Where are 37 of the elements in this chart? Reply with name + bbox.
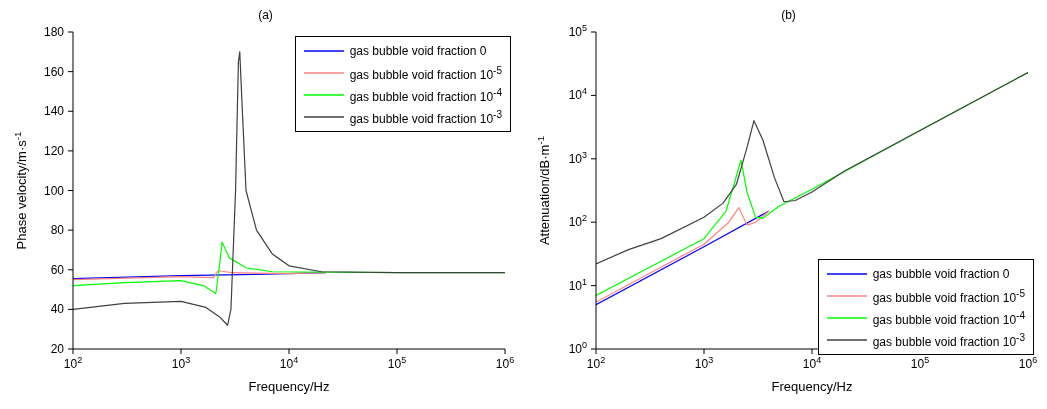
legend-label: gas bubble void fraction 10$^{-3}$ — [872, 331, 1025, 349]
x-tick-label: 10$^{4}$ — [279, 355, 299, 371]
y-tick-label: 10$^{2}$ — [568, 213, 587, 230]
y-tick-label: 10$^{3}$ — [568, 149, 587, 166]
y-tick-label: 60 — [50, 262, 65, 277]
y-tick-label: 40 — [50, 302, 65, 317]
y-tick-label: 100 — [43, 183, 65, 198]
y-tick-label: 20 — [50, 342, 65, 356]
y-tick-label: 10$^{1}$ — [568, 276, 587, 293]
x-tick-label: 10$^{6}$ — [495, 355, 515, 371]
x-tick-label: 10$^{6}$ — [1018, 355, 1038, 371]
y-tick-label: 140 — [43, 104, 65, 119]
y-tick-label: 120 — [43, 143, 65, 158]
chart-title: (b) — [781, 8, 796, 22]
y-tick-label: 180 — [43, 25, 65, 39]
chart-title: (a) — [258, 8, 273, 22]
y-tick-label: 10$^{4}$ — [568, 86, 587, 103]
legend-label: gas bubble void fraction 10$^{-3}$ — [349, 108, 502, 126]
legend-label: gas bubble void fraction 10$^{-5}$ — [872, 287, 1025, 305]
y-tick-label: 10$^{5}$ — [568, 23, 587, 39]
x-tick-label: 10$^{5}$ — [387, 355, 407, 371]
legend-label: gas bubble void fraction 10$^{-4}$ — [872, 309, 1025, 327]
y-tick-label: 10$^{0}$ — [568, 340, 587, 356]
x-tick-label: 10$^{2}$ — [586, 355, 606, 371]
y-tick-label: 160 — [43, 64, 65, 79]
legend-label: gas bubble void fraction 10$^{-5}$ — [349, 64, 502, 82]
x-tick-label: 10$^{2}$ — [63, 355, 83, 371]
x-tick-label: 10$^{5}$ — [910, 355, 930, 371]
y-tick-label: 80 — [50, 223, 65, 238]
legend-label: gas bubble void fraction 0 — [872, 267, 1010, 281]
x-axis-title: Frequency/Hz — [248, 379, 330, 394]
x-tick-label: 10$^{3}$ — [694, 355, 714, 371]
legend-label: gas bubble void fraction 10$^{-4}$ — [349, 86, 502, 104]
legend-label: gas bubble void fraction 0 — [349, 44, 487, 58]
x-axis-title: Frequency/Hz — [771, 379, 853, 394]
x-tick-label: 10$^{4}$ — [802, 355, 822, 371]
x-tick-label: 10$^{3}$ — [171, 355, 191, 371]
